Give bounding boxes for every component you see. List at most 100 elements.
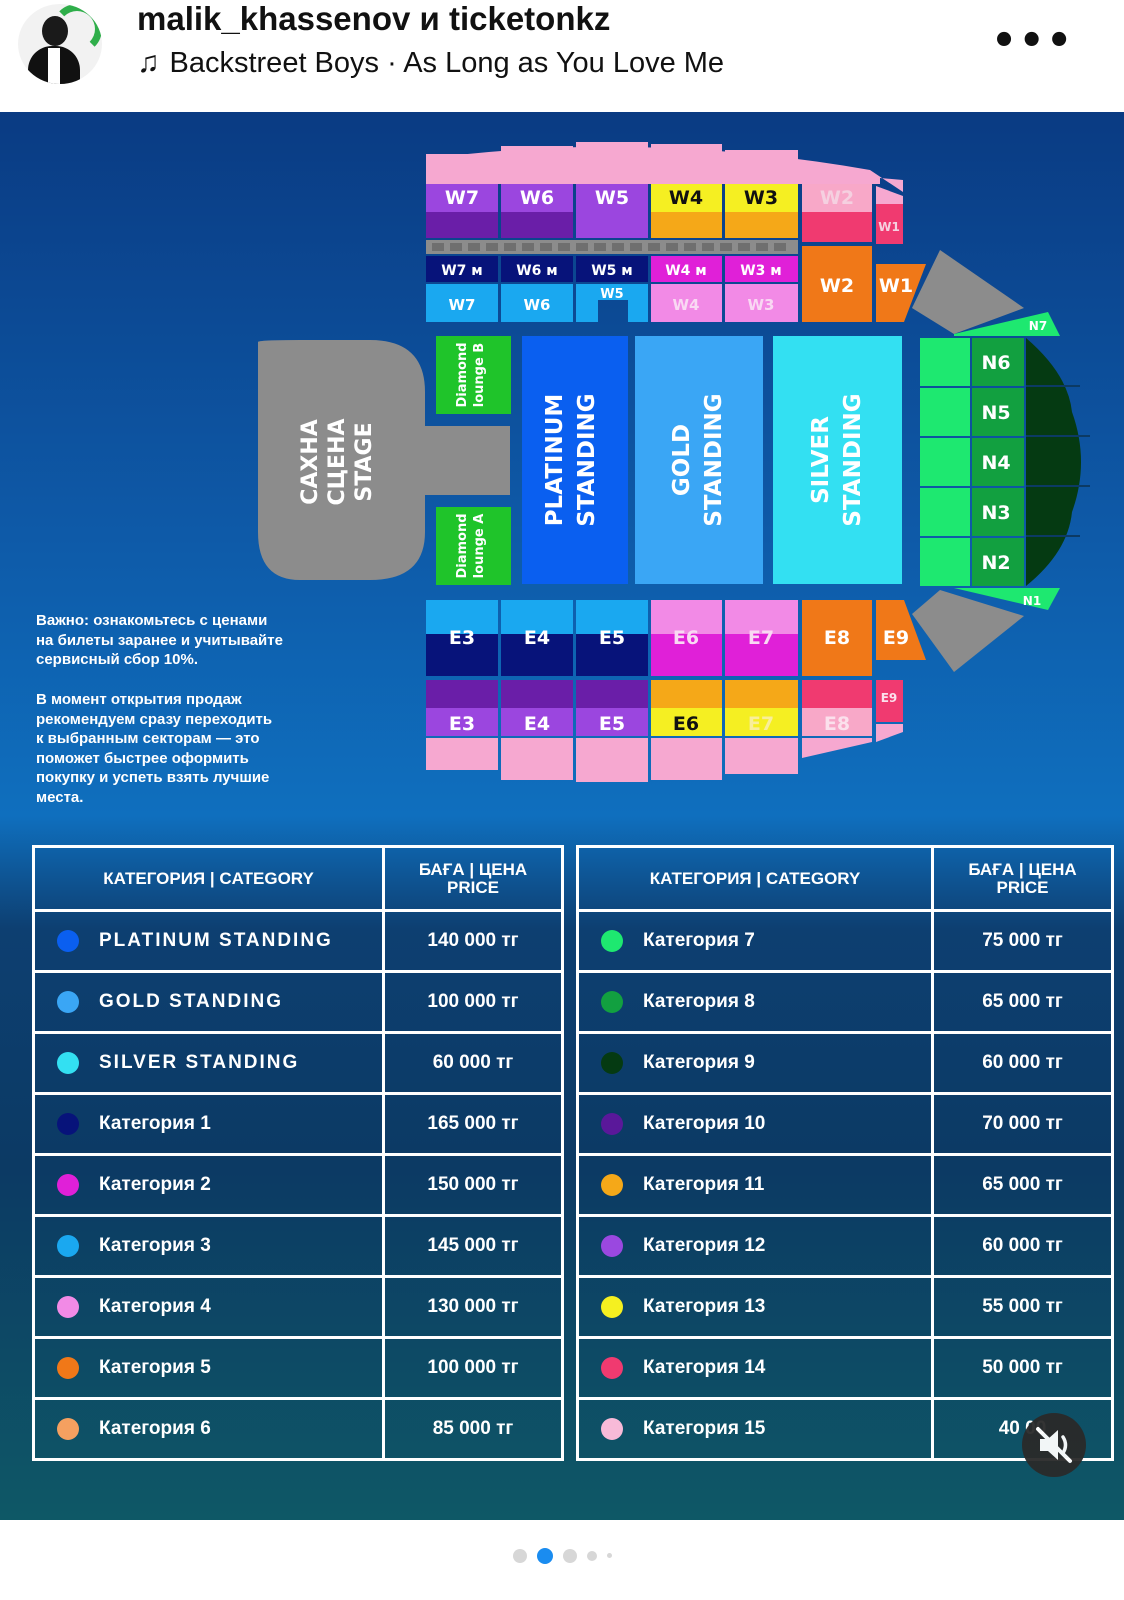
sector-n4 — [920, 438, 970, 486]
svg-text:W6: W6 — [524, 296, 551, 314]
svg-text:W6: W6 — [520, 187, 554, 209]
avatar[interactable] — [18, 4, 102, 84]
post-header: malik_khassenov и ticketonkz ♫ Backstreet… — [0, 0, 1124, 112]
svg-text:E5: E5 — [599, 627, 625, 649]
category-name: Категория 13 — [643, 1295, 766, 1317]
gate-lower — [912, 590, 1024, 672]
category-name: GOLD STANDING — [99, 990, 283, 1012]
category-cell: Категория 4 — [32, 1275, 385, 1339]
price-cell: 145 000 тг — [382, 1214, 564, 1278]
category-color-dot — [57, 1112, 79, 1135]
price-row: PLATINUM STANDING 140 000 тг — [32, 909, 564, 973]
price-cell: 70 000 тг — [931, 1092, 1114, 1156]
price-row: Категория 3 145 000 тг — [32, 1214, 564, 1278]
sector-n3 — [920, 488, 970, 536]
sector-e6 — [651, 600, 722, 634]
price-row: Категория 12 60 000 тг — [576, 1214, 1114, 1278]
sector-w7m — [426, 256, 498, 282]
more-icon[interactable]: ••• — [991, 18, 1074, 64]
sector-e7 — [725, 600, 798, 634]
category-name: Категория 15 — [643, 1417, 766, 1439]
price-cell: 100 000 тг — [382, 1336, 564, 1400]
sector-w5-lower — [576, 284, 648, 322]
price-cell: 85 000 тг — [382, 1397, 564, 1461]
svg-text:E4: E4 — [524, 627, 550, 649]
sector-w4-top-pink — [651, 144, 722, 184]
price-cell: 75 000 тг — [931, 909, 1114, 973]
sector-w6-lower — [501, 284, 573, 322]
svg-text:W5 м: W5 м — [591, 263, 633, 279]
category-color-dot — [57, 1173, 79, 1196]
seating-map: САХНА СЦЕНА STAGE Diamond lounge B Diamo… — [258, 142, 1090, 782]
sector-w7-top-pink — [426, 154, 498, 184]
category-color-dot — [57, 1356, 79, 1379]
price-row: Категория 13 55 000 тг — [576, 1275, 1114, 1339]
sector-w4m — [651, 256, 722, 282]
seating-poster: САХНА СЦЕНА STAGE Diamond lounge B Diamo… — [0, 112, 1124, 1520]
song-label: Backstreet Boys · As Long as You Love Me — [169, 47, 725, 79]
mute-button[interactable] — [1022, 1413, 1086, 1477]
sector-w4 — [651, 184, 722, 212]
carousel-dot[interactable] — [586, 1550, 597, 1561]
svg-text:W4: W4 — [669, 187, 703, 209]
category-color-dot — [57, 1051, 79, 1074]
silver-standing — [773, 336, 902, 584]
price-row: Категория 7 75 000 тг — [576, 909, 1114, 973]
carousel-dot[interactable] — [606, 1553, 612, 1558]
sector-w3-lower — [725, 284, 798, 322]
carousel-dot[interactable] — [512, 1548, 527, 1563]
category-color-dot — [57, 1417, 79, 1440]
diamond-lounge-b — [436, 336, 511, 414]
sector-e3 — [426, 600, 498, 634]
category-color-dot — [601, 1051, 623, 1074]
svg-text:N1: N1 — [1023, 594, 1041, 608]
post-audio[interactable]: ♫ Backstreet Boys · As Long as You Love M… — [137, 46, 724, 80]
sector-e9-lower — [876, 680, 903, 722]
category-color-dot — [57, 929, 79, 952]
sector-w5-top-pink — [576, 142, 648, 184]
category-name: Категория 9 — [643, 1051, 755, 1073]
speaker-muted-icon — [1036, 1427, 1072, 1463]
price-cell: 100 000 тг — [382, 970, 564, 1034]
sector-w4-lower — [651, 284, 722, 322]
sector-w3-top-pink — [725, 150, 798, 184]
price-row: Категория 6 85 000 тг — [32, 1397, 564, 1461]
post-author-title[interactable]: malik_khassenov и ticketonkz — [137, 0, 611, 37]
stage-label-2: СЦЕНА — [325, 418, 350, 505]
category-color-dot — [601, 1173, 623, 1196]
price-row: Категория 9 60 000 тг — [576, 1031, 1114, 1095]
category-name: Категория 2 — [99, 1173, 211, 1195]
price-row: Категория 2 150 000 тг — [32, 1153, 564, 1217]
sector-w2-lower — [802, 246, 872, 322]
svg-text:E3: E3 — [449, 713, 475, 735]
price-cell: 140 000 тг — [382, 909, 564, 973]
silver-label-1: SILVER — [808, 416, 834, 504]
price-row: Категория 14 50 000 тг — [576, 1336, 1114, 1400]
category-cell: Категория 8 — [576, 970, 934, 1034]
svg-text:E3: E3 — [449, 627, 475, 649]
category-cell: Категория 11 — [576, 1153, 934, 1217]
sector-w5 — [576, 184, 648, 238]
carousel-dot[interactable] — [562, 1548, 577, 1563]
lounge-b-label-2: lounge B — [472, 343, 487, 407]
gate-upper — [912, 250, 1024, 334]
price-cell: 60 000 тг — [931, 1214, 1114, 1278]
platinum-label-2: STANDING — [574, 393, 600, 526]
sector-e8 — [802, 600, 872, 676]
svg-text:E5: E5 — [599, 713, 625, 735]
stage-label-3: STAGE — [352, 422, 377, 501]
price-row: Категория 11 65 000 тг — [576, 1153, 1114, 1217]
category-name: Категория 1 — [99, 1112, 211, 1134]
avatar-shirt — [48, 48, 60, 84]
price-table-right: КАТЕГОРИЯ | CATEGORY БАҒА | ЦЕНА PRICE Ка… — [576, 845, 1114, 1461]
svg-text:E4: E4 — [524, 713, 550, 735]
price-cell: 50 000 тг — [931, 1336, 1114, 1400]
category-cell: Категория 5 — [32, 1336, 385, 1400]
sector-w2-top-pink — [802, 160, 872, 184]
price-row: Категория 5 100 000 тг — [32, 1336, 564, 1400]
sector-w3 — [725, 184, 798, 212]
carousel-dot[interactable] — [536, 1547, 553, 1564]
price-cell: 130 000 тг — [382, 1275, 564, 1339]
category-color-dot — [57, 990, 79, 1013]
sector-w1-lower — [876, 264, 926, 322]
